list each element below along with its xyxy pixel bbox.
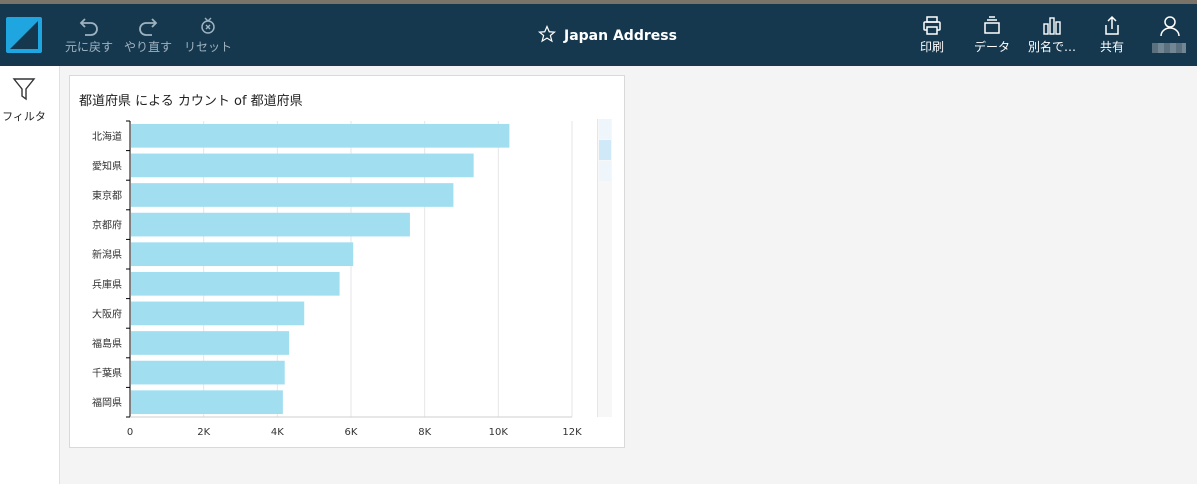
scroll-mini-item <box>599 119 611 139</box>
x-tick-label: 10K <box>489 427 509 438</box>
data-button[interactable]: データ <box>970 4 1014 66</box>
scroll-mini-item <box>599 161 611 181</box>
x-tick-label: 2K <box>197 427 210 438</box>
share-button[interactable]: 共有 <box>1094 4 1130 66</box>
category-label: 大阪府 <box>92 307 122 320</box>
category-label: 福島県 <box>92 337 122 350</box>
x-tick-label: 12K <box>562 427 582 438</box>
filter-label: フィルタ <box>2 110 46 123</box>
analysis-title: Japan Address <box>564 28 677 44</box>
category-label: 新潟県 <box>92 248 122 261</box>
category-label: 京都府 <box>92 219 122 232</box>
redo-button[interactable]: やり直す <box>122 4 174 66</box>
funnel-icon <box>12 78 36 106</box>
data-label: データ <box>973 40 1010 54</box>
bar-chart-icon <box>1024 14 1080 38</box>
bar[interactable] <box>131 153 474 178</box>
bar[interactable] <box>131 301 305 326</box>
x-tick-label: 4K <box>271 427 284 438</box>
redo-icon <box>122 14 174 38</box>
undo-icon <box>64 14 114 38</box>
category-label: 福岡県 <box>92 396 122 409</box>
user-icon <box>1152 14 1188 38</box>
x-tick-label: 0 <box>127 427 133 438</box>
data-tray-icon <box>970 14 1014 38</box>
share-label: 共有 <box>1099 40 1124 54</box>
category-label: 北海道 <box>92 130 122 143</box>
x-tick-label: 6K <box>345 427 358 438</box>
bar[interactable] <box>131 331 290 355</box>
reset-button[interactable]: リセット <box>182 4 234 66</box>
star-icon[interactable] <box>537 24 557 47</box>
category-label: 東京都 <box>92 189 122 202</box>
bar[interactable] <box>131 123 510 148</box>
bar[interactable] <box>131 390 283 415</box>
bar[interactable] <box>131 360 285 385</box>
bar[interactable] <box>131 212 410 237</box>
bar[interactable] <box>131 271 340 296</box>
printer-icon <box>914 14 950 38</box>
left-sidebar: フィルタ <box>0 66 60 484</box>
chart-scroll-navigator[interactable] <box>597 119 612 417</box>
bar[interactable] <box>131 242 354 267</box>
undo-label: 元に戻す <box>64 40 113 54</box>
analysis-title-area: Japan Address <box>537 24 677 48</box>
window-top-strip <box>0 0 1197 4</box>
scroll-mini-selected[interactable] <box>599 140 611 160</box>
app-logo[interactable] <box>6 17 42 53</box>
bar-chart-visual[interactable]: 都道府県 による カウント of 都道府県 北海道愛知県東京都京都府新潟県兵庫県… <box>69 75 625 448</box>
print-button[interactable]: 印刷 <box>914 4 950 66</box>
category-label: 愛知県 <box>92 159 122 172</box>
save-as-button[interactable]: 別名で… <box>1024 4 1080 66</box>
reset-icon <box>182 14 234 38</box>
save-as-label: 別名で… <box>1027 40 1076 54</box>
user-name-redacted <box>1152 43 1186 53</box>
category-label: 千葉県 <box>92 367 122 380</box>
x-tick-label: 8K <box>418 427 431 438</box>
category-label: 兵庫県 <box>92 278 122 291</box>
visual-title: 都道府県 による カウント of 都道府県 <box>79 94 303 109</box>
top-toolbar: 元に戻す やり直す リセット Japan Address 印刷 データ <box>0 4 1197 66</box>
bar[interactable] <box>131 183 454 207</box>
filter-button[interactable]: フィルタ <box>0 76 48 124</box>
share-icon <box>1094 14 1130 38</box>
user-menu-button[interactable] <box>1152 4 1188 66</box>
redo-label: やり直す <box>123 40 172 54</box>
reset-label: リセット <box>183 40 232 54</box>
print-label: 印刷 <box>919 40 944 54</box>
undo-button[interactable]: 元に戻す <box>64 4 114 66</box>
